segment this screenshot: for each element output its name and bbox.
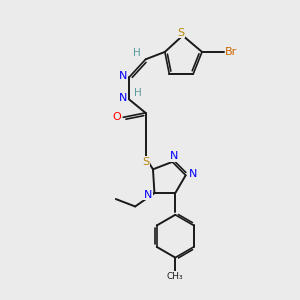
Text: CH₃: CH₃ [167, 272, 184, 281]
Text: N: N [144, 190, 152, 200]
Text: Br: Br [225, 47, 237, 57]
Text: N: N [189, 169, 197, 179]
Text: H: H [133, 48, 141, 58]
Text: O: O [112, 112, 121, 122]
Text: S: S [178, 28, 185, 38]
Text: N: N [118, 93, 127, 103]
Text: N: N [169, 151, 178, 161]
Text: H: H [134, 88, 141, 98]
Text: S: S [142, 157, 149, 167]
Text: N: N [118, 71, 127, 81]
